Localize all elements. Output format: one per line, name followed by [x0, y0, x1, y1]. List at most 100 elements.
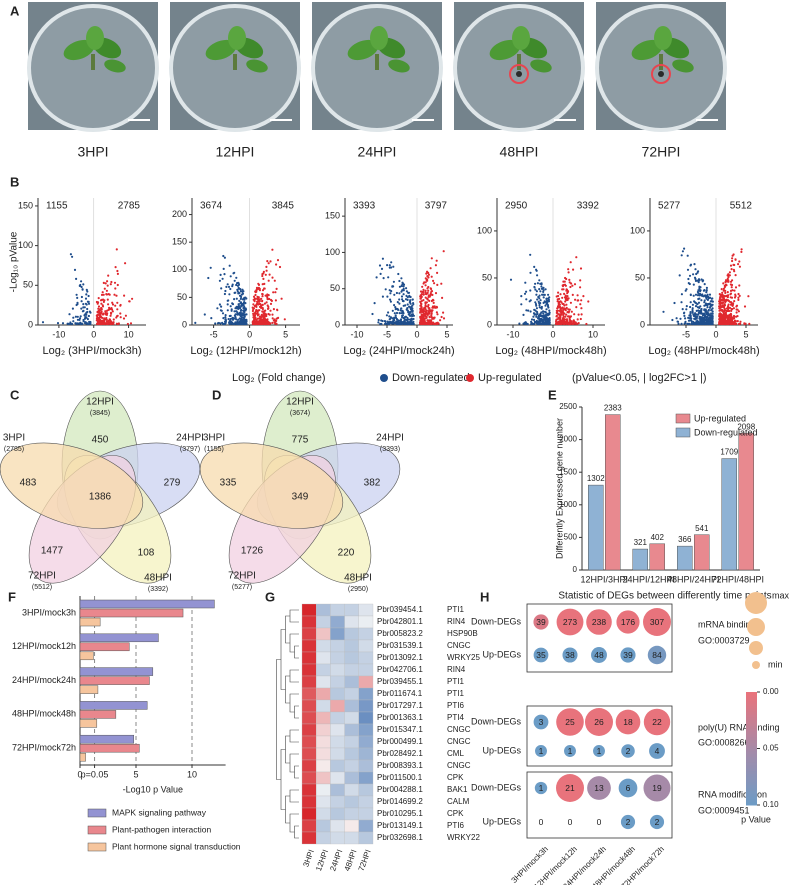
- row-id: Pbr000499.1: [377, 737, 423, 746]
- bubble-label: 21: [565, 783, 575, 793]
- row-gene: CNGC: [447, 761, 471, 770]
- block-frame: [526, 705, 673, 767]
- lesion: [658, 71, 664, 77]
- heatmap-cell: [316, 615, 331, 629]
- heatmap-cell: [301, 831, 317, 845]
- block-frame: [526, 771, 673, 839]
- heatmap-cell: [316, 639, 331, 653]
- leaf: [205, 39, 237, 61]
- bar: [649, 543, 665, 571]
- bar: [79, 599, 215, 609]
- bubble: [533, 614, 549, 630]
- x-tick-label: 0: [550, 329, 555, 339]
- row-id: Pbr010295.1: [377, 809, 423, 818]
- heatmap-cell: [330, 651, 345, 665]
- bubble: [562, 647, 578, 663]
- heatmap-cell: [330, 807, 345, 821]
- set-name: 72HPI: [228, 571, 256, 582]
- term-id: GO:0003729: [698, 635, 750, 645]
- leaf: [228, 26, 246, 50]
- heatmap-cell: [344, 747, 359, 761]
- y-tick-label: 12HPI/mock12h: [12, 641, 76, 651]
- heatmap-cell: [316, 651, 331, 665]
- y-tick-label: 3HPI/mock3h: [22, 607, 76, 617]
- panel-letter: F: [8, 589, 16, 604]
- row-gene: HSP90B: [447, 629, 478, 638]
- heatmap-cell: [301, 807, 317, 821]
- heatmap-cell: [344, 651, 359, 665]
- highlight-circle: [651, 64, 671, 84]
- value-label: 1302: [587, 474, 605, 483]
- bubble-label: 19: [652, 783, 662, 793]
- highlight-circle: [509, 64, 529, 84]
- bubble: [621, 744, 635, 758]
- set-name: 3HPI: [3, 433, 25, 444]
- bubble: [620, 814, 636, 830]
- leaf: [86, 26, 104, 50]
- legend-label: Up-regulated: [694, 413, 746, 423]
- y-tick-label: 50: [330, 283, 340, 293]
- block-frame: [526, 603, 673, 673]
- bubble: [535, 745, 547, 757]
- colorbar: [746, 694, 757, 699]
- heatmap-cell: [301, 747, 317, 761]
- up-count: 3392: [577, 201, 600, 212]
- legend-label: Down-regulated: [694, 427, 758, 437]
- row-gene: BAK1: [447, 785, 468, 794]
- unique-count: 1477: [41, 546, 64, 557]
- unique-count: 108: [138, 548, 155, 559]
- heatmap-cell: [344, 663, 359, 677]
- x-tick-label: 0: [713, 329, 718, 339]
- leaf: [370, 26, 388, 50]
- x-tick-label: 10: [588, 329, 598, 339]
- colorbar: [746, 731, 757, 735]
- colorbar: [746, 720, 757, 724]
- heatmap-cell: [330, 783, 345, 797]
- heatmap-cell: [316, 711, 331, 725]
- y-tick-label: 0: [28, 319, 33, 329]
- point-cloud: [418, 250, 446, 326]
- heatmap-cell: [301, 819, 317, 833]
- y-axis-label: Differently Expressed gene number: [554, 418, 564, 559]
- colorbar: [746, 782, 757, 786]
- colorbar: [746, 754, 757, 758]
- point-cloud: [41, 253, 92, 326]
- point-cloud: [95, 248, 134, 326]
- legend-swatch: [87, 842, 107, 852]
- bubble-label: 307: [650, 617, 664, 627]
- panel-letter: H: [480, 589, 489, 604]
- colorbar: [746, 771, 757, 775]
- colorbar-label: 0.05: [763, 744, 779, 753]
- heatmap-cell: [301, 603, 317, 617]
- heatmap-cell: [330, 723, 345, 737]
- heatmap-cell: [301, 615, 317, 629]
- y-tick-label: 0: [182, 319, 187, 329]
- dendrogram: [276, 659, 281, 780]
- dendrogram: [294, 705, 299, 719]
- heatmap-cell: [316, 819, 331, 833]
- colorbar-label: 0.00: [763, 687, 779, 696]
- photo-label: 48HPI: [500, 144, 539, 160]
- x-tick-label: 5: [444, 329, 449, 339]
- bubble-label: 6: [626, 783, 631, 793]
- heatmap-cell: [301, 723, 317, 737]
- heatmap-cell: [344, 783, 359, 797]
- panel-letter: E: [548, 387, 557, 402]
- heatmap-cell: [358, 795, 374, 809]
- bubble-label: 26: [594, 717, 604, 727]
- row-gene: PTI6: [447, 821, 464, 830]
- y-tick-label: 50: [482, 272, 492, 282]
- x-tick-label: 24HPI/12HPI: [622, 574, 675, 584]
- dendrogram: [289, 669, 299, 683]
- heatmap-cell: [330, 639, 345, 653]
- bubble: [616, 610, 640, 634]
- row-label: Down-DEGs: [471, 616, 522, 626]
- colorbar: [746, 714, 757, 718]
- bubble-label: 1: [597, 746, 602, 756]
- bar: [79, 667, 154, 676]
- bubble: [649, 743, 665, 759]
- heatmap-cell: [301, 699, 317, 713]
- row-id: Pbr032698.1: [377, 833, 423, 842]
- heatmap-cell: [344, 639, 359, 653]
- bubble-label: 22: [652, 717, 662, 727]
